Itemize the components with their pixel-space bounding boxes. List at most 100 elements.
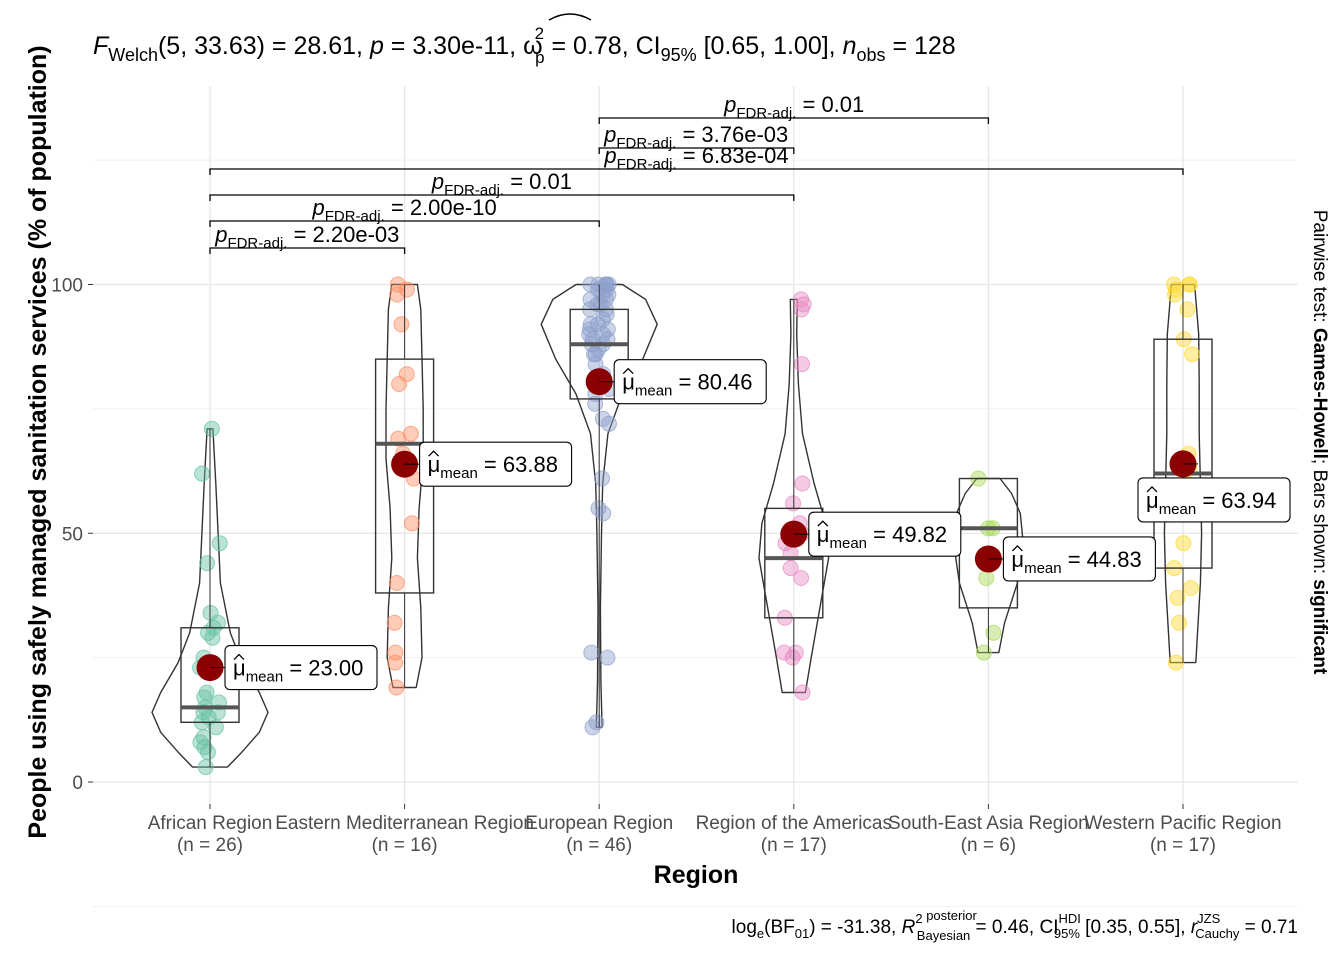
title-eq3: = 0.78, CI: [545, 32, 661, 60]
p-symbol: p: [214, 222, 227, 247]
p-value: = 0.01: [796, 92, 864, 117]
data-point: [978, 570, 995, 586]
data-point: [582, 276, 599, 293]
mu-sub: mean: [246, 669, 284, 686]
p-symbol: p: [311, 195, 324, 220]
data-point: [975, 644, 992, 661]
data-point: [1171, 614, 1188, 631]
x-tick-label: Eastern Mediterranean Region: [275, 813, 534, 834]
x-tick-label: European Region: [525, 813, 673, 834]
data-point: [1179, 301, 1196, 318]
data-point: [388, 679, 405, 696]
comparison-bracket: [209, 194, 795, 201]
hat-icon: [1146, 485, 1158, 493]
data-point: [985, 624, 1002, 641]
p-symbol: p: [431, 169, 444, 194]
x-tick-label: Region of the Americas: [696, 813, 892, 834]
sub-eq1: ) = -31.38,: [809, 917, 901, 938]
data-points: [192, 276, 1201, 776]
mean-label-4: μmean = 44.83: [1011, 547, 1141, 577]
comparison-label: pFDR-adj. = 2.00e-10: [311, 195, 496, 225]
data-point: [1165, 276, 1182, 293]
mean-value: = 23.00: [283, 656, 363, 681]
mu-sub: mean: [1024, 560, 1062, 577]
title-eq2: = 3.30e-11,: [384, 32, 523, 60]
sub-r-sup: JZS: [1197, 911, 1220, 926]
data-point: [194, 465, 210, 482]
x-axis-title: Region: [654, 861, 739, 889]
p-symbol: p: [603, 122, 616, 147]
mean-value: = 63.94: [1196, 488, 1276, 513]
data-point: [386, 614, 403, 631]
title-eq4: = 128: [886, 32, 956, 60]
data-point: [389, 276, 406, 293]
hat-icon: [233, 653, 245, 661]
comparison-bracket: [209, 247, 406, 254]
x-tick-n-label: (n = 46): [566, 835, 632, 856]
data-point: [402, 425, 419, 442]
sub-r-sub: Cauchy: [1195, 926, 1240, 941]
box-3: [764, 507, 824, 619]
data-point: [600, 276, 617, 293]
data-point: [794, 475, 811, 492]
x-tick-n-label: (n = 26): [177, 835, 243, 856]
chart-subtitle: loge(BF01) = -31.38, R2 posterior Bayesia…: [732, 908, 1298, 943]
data-point: [199, 555, 216, 572]
x-tick-n-label: (n = 17): [761, 835, 827, 856]
axes: African Region(n = 26) Eastern Mediterran…: [51, 276, 1281, 857]
chart-title: FWelch(5, 33.63) = 28.61, p = 3.30e-11, …: [93, 24, 956, 67]
comparison-label: pFDR-adj. = 3.76e-03: [603, 122, 788, 152]
hat-icon: [622, 367, 634, 375]
mu-symbol: μ: [1011, 547, 1024, 572]
mu-sub: mean: [1159, 501, 1197, 518]
boxplots: [180, 284, 1213, 768]
data-point: [776, 644, 793, 661]
mean-label-box: [613, 359, 767, 405]
mean-label-0: μmean = 23.00: [233, 656, 363, 686]
title-omega: ω: [523, 32, 543, 60]
data-point: [794, 684, 811, 701]
comparison-bracket: [598, 117, 990, 124]
x-tick-n-label: (n = 17): [1150, 835, 1216, 856]
p-sub: FDR-adj.: [616, 135, 676, 152]
mean-label-box: [1002, 536, 1156, 582]
x-tick-label: African Region: [148, 813, 273, 834]
mean-value: = 49.82: [867, 522, 947, 547]
data-point: [1168, 654, 1184, 671]
sub-R-sup2: posterior: [923, 908, 978, 923]
grid-lines: [93, 86, 1298, 907]
title-n-sub: obs: [856, 45, 885, 65]
p-sub: FDR-adj.: [325, 208, 385, 225]
data-point: [794, 356, 810, 373]
hat-icon: [817, 520, 829, 527]
data-point: [590, 281, 607, 298]
p-value: = 2.00e-10: [385, 195, 497, 220]
hat-icon: [1011, 545, 1023, 552]
x-tick-label: South-East Asia Region: [888, 813, 1089, 834]
mu-sub: mean: [829, 535, 867, 552]
caption-prefix: Pairwise test:: [1309, 210, 1330, 328]
caption-shown: significant: [1309, 579, 1330, 675]
comparison-label: pFDR-adj. = 0.01: [431, 169, 572, 199]
data-point: [387, 644, 404, 661]
y-tick-label: 0: [72, 773, 83, 794]
omega-hat-icon: [548, 13, 592, 21]
p-sub: FDR-adj.: [444, 182, 504, 199]
comparison-label: pFDR-adj. = 0.01: [723, 92, 864, 122]
data-point: [393, 316, 410, 333]
mean-label-1: μmean = 63.88: [428, 452, 558, 482]
data-point: [581, 326, 598, 343]
mu-symbol: μ: [428, 452, 441, 477]
mu-symbol: μ: [622, 370, 635, 395]
data-point: [594, 410, 611, 427]
y-axis-title: People using safely managed sanitation s…: [24, 45, 52, 838]
mean-label-box: [419, 441, 573, 487]
comparison-label: pFDR-adj. = 6.83e-04: [603, 143, 788, 173]
title-eq1: = 28.61,: [265, 32, 370, 60]
mean-value: = 63.88: [478, 452, 558, 477]
data-point: [583, 644, 600, 661]
sub-ci-sup: HDI: [1058, 911, 1080, 926]
